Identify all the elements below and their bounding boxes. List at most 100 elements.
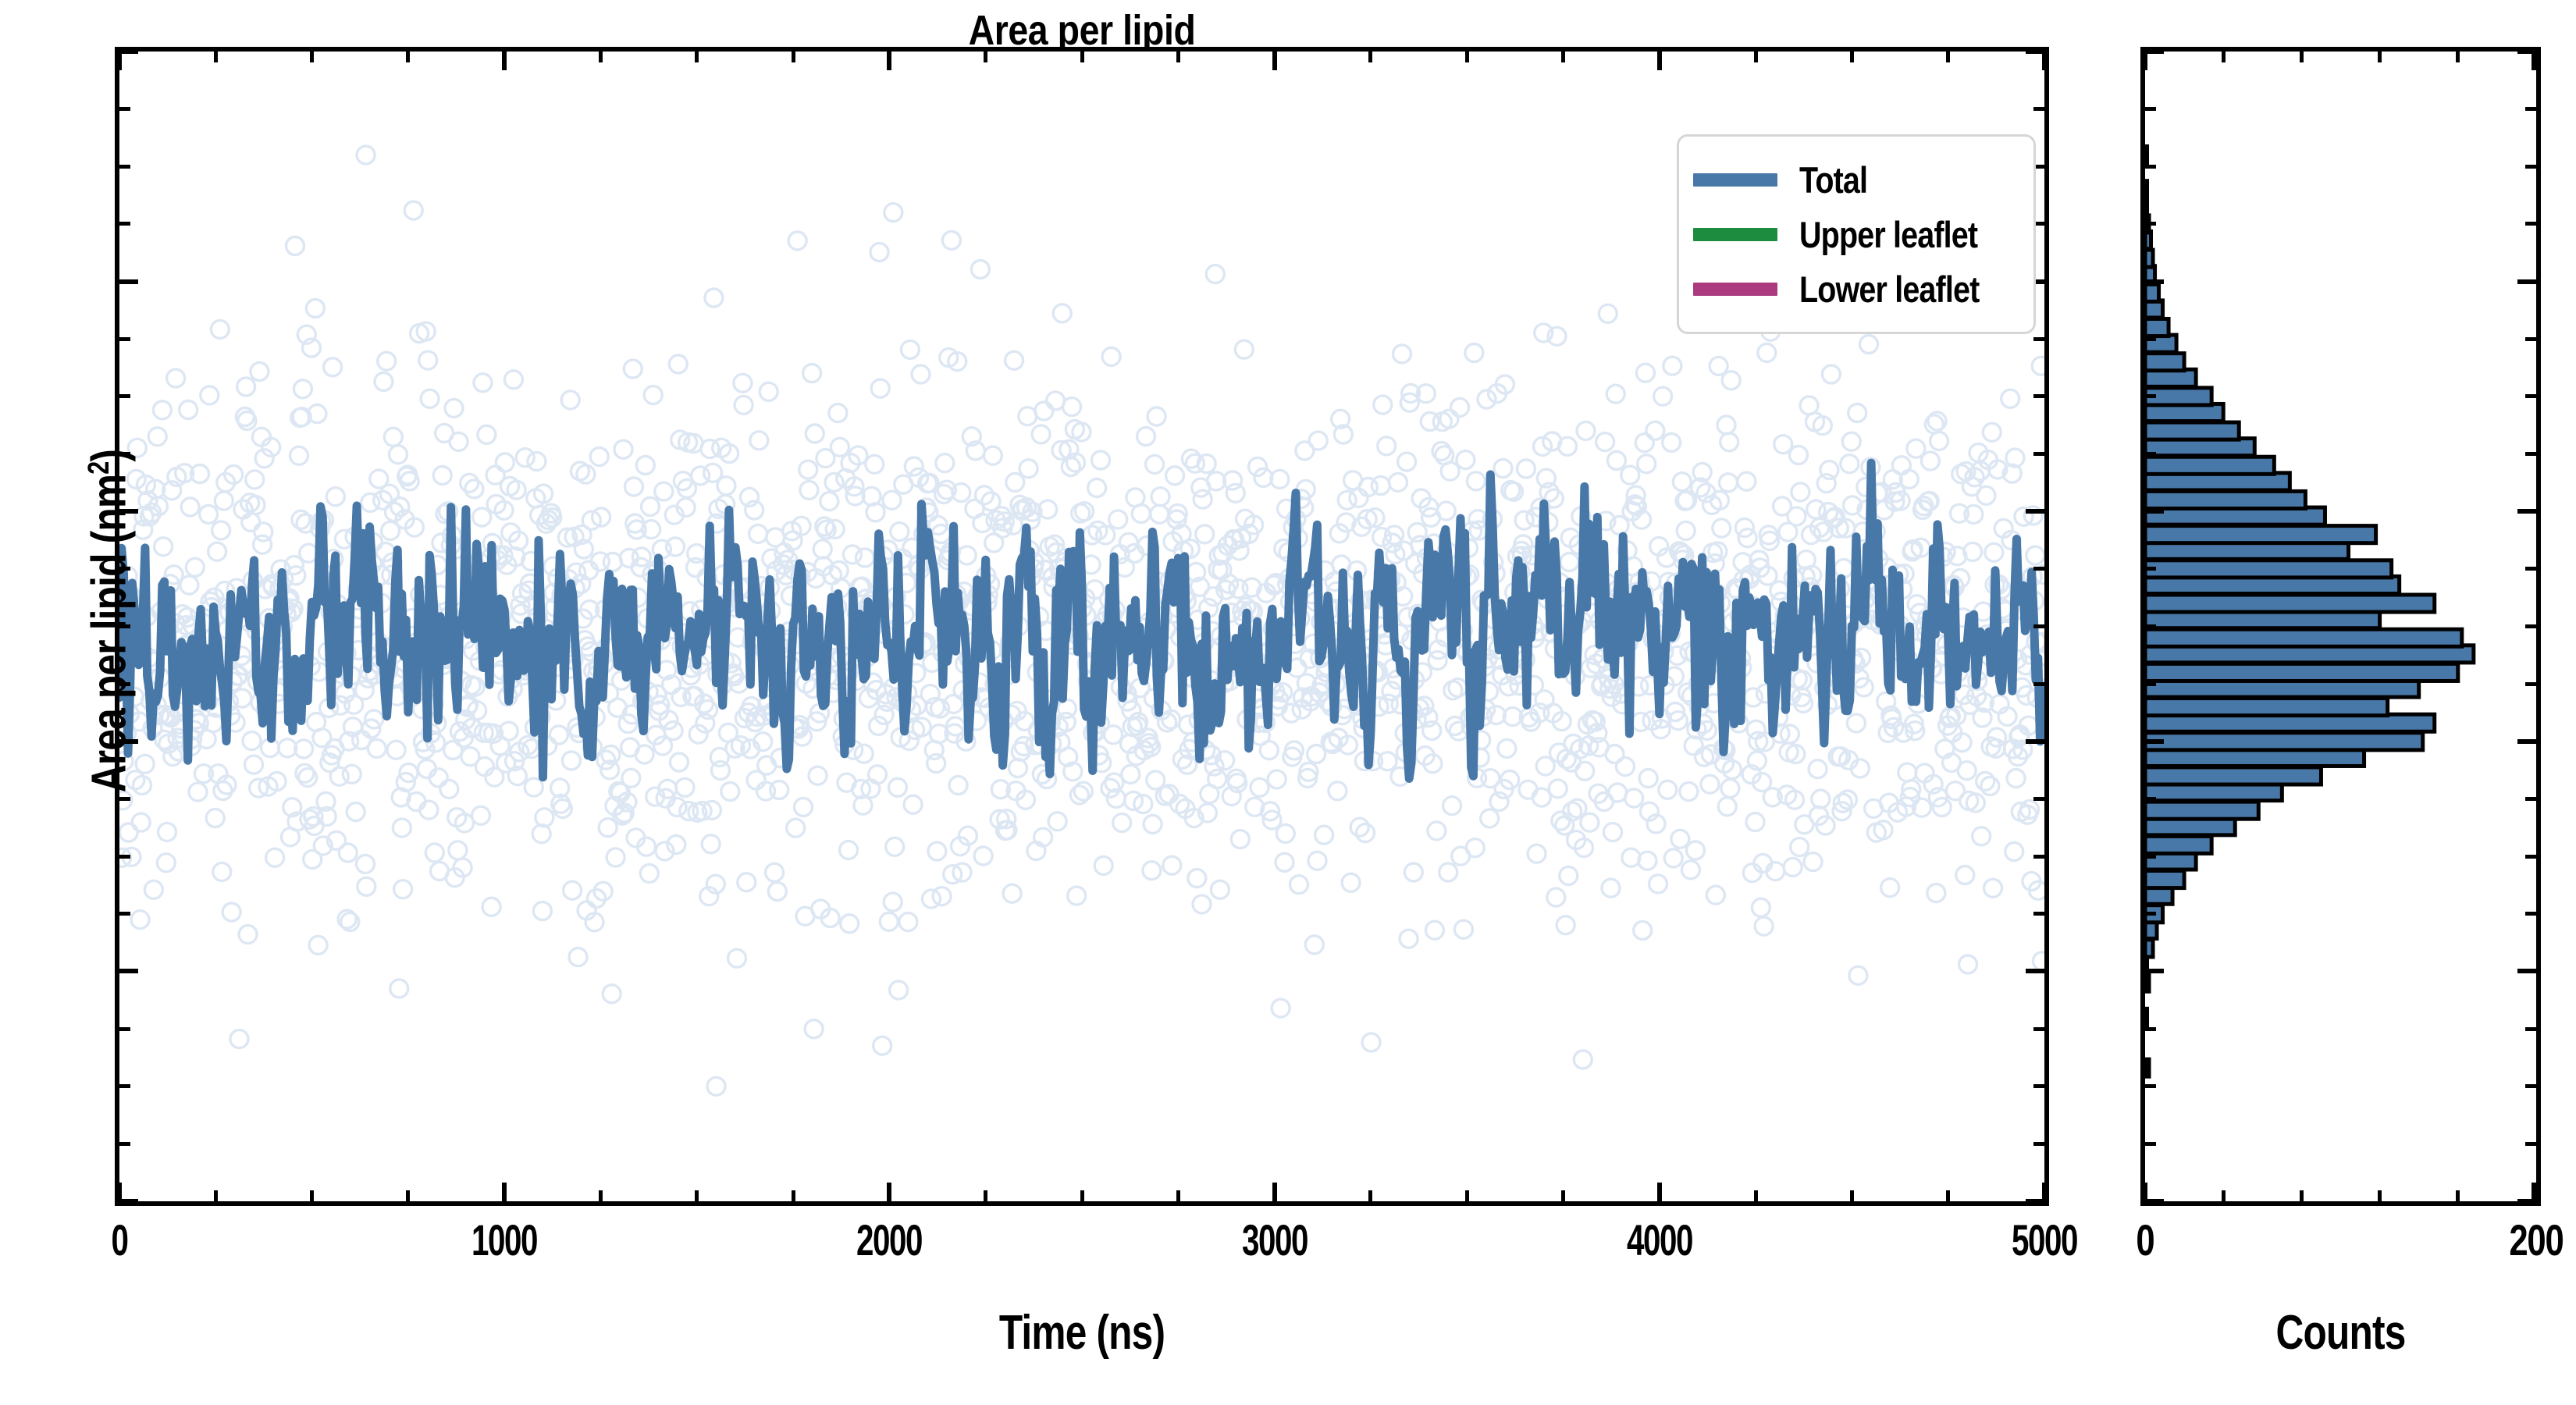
axis-tick [599,52,603,62]
axis-tick [2033,336,2044,341]
axis-tick [2026,509,2044,514]
y-axis-label: Area per lipid (nm2) [81,449,137,793]
axis-tick [791,52,795,62]
axis-tick [2145,912,2156,916]
legend-item-lower-leaflet[interactable]: Lower leaflet [1693,261,2013,316]
axis-tick [1561,1190,1565,1201]
axis-tick [791,1190,795,1201]
axis-tick [119,107,130,112]
histogram-bar [2145,351,2186,373]
axis-tick [2033,107,2044,112]
axis-tick [2033,394,2044,399]
axis-tick [2525,624,2536,628]
axis-tick [2517,279,2536,284]
x-axis-label: Time (ns) [998,1306,1165,1360]
axis-tick [887,52,892,70]
axis-tick [1849,1190,1854,1201]
axis-tick [2026,1199,2044,1204]
axis-tick [2525,222,2536,226]
axis-tick [2145,738,2164,744]
axis-tick [887,1183,892,1201]
axis-tick [599,1190,603,1201]
axis-tick [502,1183,507,1201]
axis-tick [310,52,315,62]
axis-tick [213,1190,218,1201]
axis-tick [695,1190,699,1201]
axis-tick [1368,1190,1373,1201]
axis-tick [2525,394,2536,399]
axis-tick [2525,164,2536,169]
axis-tick [119,49,138,54]
axis-tick [119,509,138,514]
scatter-plot-svg [119,144,2044,1097]
axis-tick [1080,1190,1084,1201]
axis-tick [2145,1141,2156,1146]
axis-tick [2033,222,2044,226]
histogram-bar [2145,316,2171,339]
axis-tick [1464,52,1469,62]
axis-tick [2378,1190,2382,1201]
axis-tick [119,738,138,744]
histogram-bar [2145,869,2186,891]
axis-tick [2525,452,2536,457]
histogram-bar [2145,661,2460,683]
axis-tick [119,452,130,457]
axis-tick [119,394,130,399]
x-tick-label: 0 [111,1215,129,1264]
axis-tick [2145,452,2156,457]
axis-tick [2145,394,2156,399]
page-title: Area per lipid [968,7,1196,54]
axis-tick [1176,1190,1180,1201]
axis-tick [2532,52,2536,70]
axis-tick [2033,796,2044,801]
axis-tick [2145,222,2156,226]
histogram-bar [2145,454,2276,476]
axis-tick [1368,52,1373,62]
histogram-bar [2145,489,2307,511]
axis-tick [119,912,130,916]
axis-tick [2525,1141,2536,1146]
axis-tick [2026,49,2044,54]
histogram-svg [2145,144,2476,1079]
axis-tick [2145,681,2156,686]
legend-item-upper-leaflet[interactable]: Upper leaflet [1693,207,2013,261]
axis-tick [2145,1199,2164,1204]
histogram-bar [2145,1057,2151,1079]
axis-tick [213,52,218,62]
axis-tick [2145,164,2156,169]
axis-tick [1656,1183,1662,1201]
axis-tick [2033,912,2044,916]
axis-tick [1849,52,1854,62]
axis-tick [2145,854,2156,859]
x-tick-label: 2000 [856,1215,923,1264]
axis-tick [1272,52,1277,70]
histogram-bar [2145,247,2155,269]
axis-tick [2033,567,2044,571]
histogram-panel [2140,47,2541,1206]
axis-tick [2145,279,2164,284]
legend-item-total[interactable]: Total [1693,152,2013,207]
axis-tick [1753,1190,1758,1201]
axis-tick [2145,49,2164,54]
axis-tick [2143,52,2147,70]
axis-tick [406,1190,411,1201]
axis-tick [119,567,130,571]
axis-tick [119,1199,138,1204]
axis-tick [1946,1190,1951,1201]
axis-tick [1176,52,1180,62]
axis-tick [2145,336,2156,341]
axis-tick [119,222,130,226]
histogram-x-tick-label: 200 [2509,1215,2564,1264]
legend-box[interactable]: Total Upper leaflet Lower leaflet [1677,134,2036,334]
axis-tick [502,52,507,70]
axis-tick [2525,1026,2536,1031]
histogram-bar [2145,937,2155,959]
axis-tick [2145,509,2164,514]
histogram-plot-area [2145,52,2536,1201]
x-tick-label: 3000 [1241,1215,1308,1264]
x-tick-label: 1000 [471,1215,538,1264]
histogram-bar [2145,696,2390,718]
axis-tick [2517,509,2536,514]
axis-tick [2525,107,2536,112]
